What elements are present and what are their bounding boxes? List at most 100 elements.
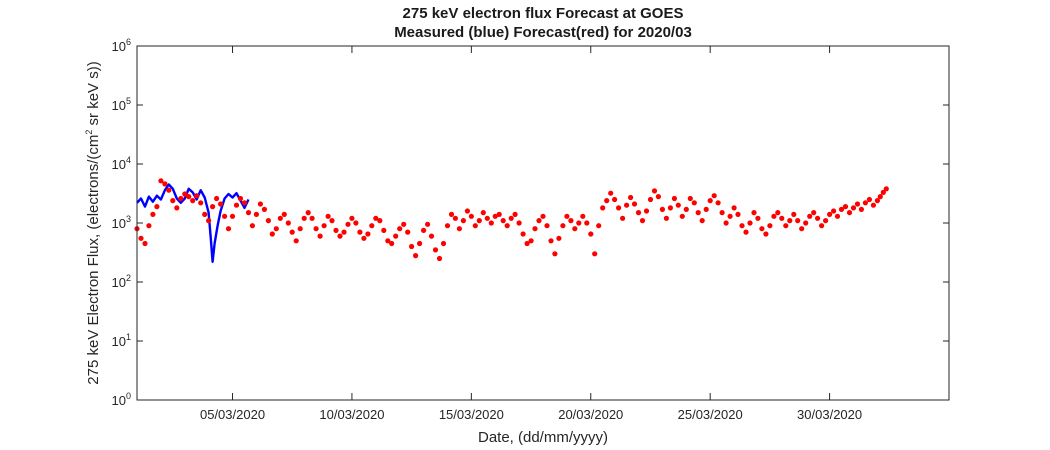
forecast-point <box>866 196 873 203</box>
forecast-point <box>504 223 510 229</box>
forecast-point <box>683 206 689 212</box>
forecast-point <box>870 202 877 208</box>
forecast-point <box>500 218 506 224</box>
y-tick-label: 100 <box>112 391 131 408</box>
forecast-point <box>385 238 391 244</box>
y-tick-exponent: 4 <box>126 155 131 165</box>
forecast-point <box>556 235 562 241</box>
y-tick-base: 10 <box>112 39 126 54</box>
chart-title: 275 keV electron flux Forecast at GOES <box>403 5 684 22</box>
forecast-point <box>317 233 323 239</box>
forecast-point <box>285 220 291 226</box>
forecast-point <box>540 213 546 219</box>
forecast-point <box>747 220 753 226</box>
forecast-point <box>739 223 745 229</box>
x-axis-label: Date, (dd/mm/yyyy) <box>478 429 608 446</box>
forecast-point <box>775 210 781 216</box>
forecast-point <box>842 204 849 210</box>
forecast-point <box>727 213 733 219</box>
forecast-point <box>608 190 614 196</box>
forecast-point <box>484 215 490 221</box>
forecast-point <box>154 204 160 210</box>
forecast-point <box>381 227 387 233</box>
forecast-point <box>409 243 415 250</box>
forecast-point <box>186 194 192 200</box>
forecast-point <box>353 220 359 226</box>
x-tick-label: 25/03/2020 <box>678 407 743 422</box>
forecast-point <box>468 213 474 219</box>
forecast-point <box>377 218 383 224</box>
forecast-point <box>194 193 200 199</box>
forecast-point <box>831 208 837 214</box>
forecast-point <box>552 251 558 257</box>
forecast-point <box>421 227 427 233</box>
y-tick-base: 10 <box>112 216 126 231</box>
forecast-point <box>512 211 518 217</box>
series-layer <box>134 178 889 263</box>
forecast-point <box>142 240 148 247</box>
forecast-point <box>472 223 478 229</box>
forecast-point <box>492 213 498 219</box>
forecast-point <box>858 206 865 212</box>
forecast-point <box>393 233 399 239</box>
x-tick-label: 10/03/2020 <box>319 407 384 422</box>
forecast-point <box>373 215 379 221</box>
forecast-point <box>616 205 622 211</box>
forecast-point <box>225 226 232 232</box>
x-tick-label: 30/03/2020 <box>797 407 862 422</box>
forecast-point <box>564 213 570 219</box>
y-tick-exponent: 6 <box>126 37 131 47</box>
forecast-point <box>249 223 255 229</box>
forecast-point <box>170 198 176 204</box>
forecast-point <box>337 233 343 239</box>
y-axis-label-main: 275 keV Electron Flux, (electrons/(cm <box>85 135 102 385</box>
forecast-point <box>460 218 466 224</box>
forecast-series <box>134 178 889 262</box>
forecast-point <box>198 200 204 206</box>
forecast-point <box>297 226 303 232</box>
y-tick-label: 106 <box>112 37 131 54</box>
forecast-point <box>301 215 307 221</box>
forecast-point <box>624 202 630 208</box>
forecast-point <box>150 211 156 217</box>
forecast-point <box>755 215 761 221</box>
forecast-point <box>206 218 212 224</box>
y-tick-base: 10 <box>112 393 126 408</box>
forecast-point <box>432 247 439 253</box>
forecast-point <box>548 238 554 244</box>
forecast-point <box>711 193 717 199</box>
forecast-point <box>695 210 701 216</box>
forecast-point <box>600 205 606 211</box>
forecast-point <box>333 227 339 233</box>
forecast-point <box>313 226 319 232</box>
forecast-point <box>182 191 188 197</box>
forecast-point <box>389 240 395 247</box>
forecast-point <box>178 195 184 202</box>
forecast-point <box>838 206 845 212</box>
y-tick-base: 10 <box>112 98 126 113</box>
forecast-point <box>815 215 821 221</box>
chart-subtitle: Measured (blue) Forecast(red) for 2020/0… <box>394 24 692 41</box>
forecast-point <box>233 202 240 208</box>
forecast-point <box>361 235 367 241</box>
forecast-point <box>576 220 582 226</box>
forecast-point <box>846 210 853 216</box>
forecast-point <box>273 226 279 232</box>
y-tick-exponent: 5 <box>126 96 131 106</box>
forecast-point <box>604 198 610 204</box>
forecast-point <box>651 188 658 194</box>
forecast-point <box>369 223 375 229</box>
forecast-point <box>584 220 590 226</box>
forecast-point <box>854 201 861 207</box>
forecast-point <box>687 195 693 202</box>
forecast-point <box>783 223 789 229</box>
y-axis-label: 275 keV Electron Flux, (electrons/(cm2 s… <box>84 61 102 384</box>
forecast-point <box>210 204 216 210</box>
forecast-point <box>675 202 681 208</box>
forecast-point <box>834 213 841 219</box>
forecast-point <box>655 194 662 200</box>
forecast-point <box>413 253 419 259</box>
